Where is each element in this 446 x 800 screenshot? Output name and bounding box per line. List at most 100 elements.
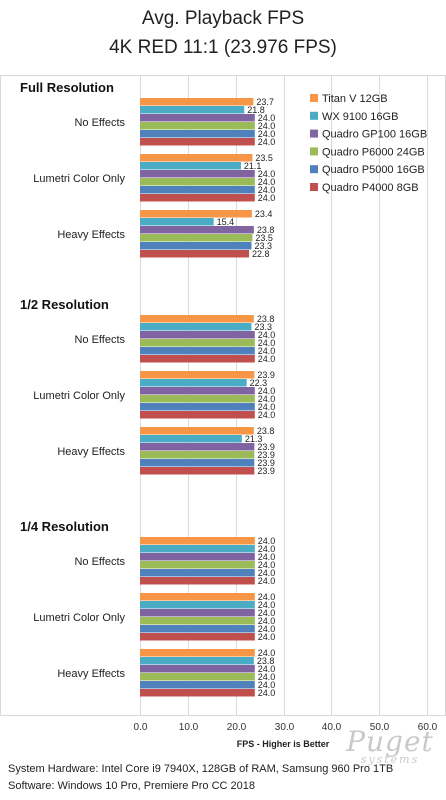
- data-label: 24.0: [258, 688, 276, 698]
- data-label: 24.0: [258, 632, 276, 642]
- bar: [140, 138, 255, 146]
- bar: [140, 194, 255, 202]
- data-label: 21.8: [247, 105, 265, 115]
- bar: [140, 665, 255, 673]
- bar: [140, 218, 214, 226]
- bar: [140, 617, 255, 625]
- x-tick-label: 20.0: [227, 722, 247, 733]
- data-label: 24.0: [258, 402, 276, 412]
- section-heading: 1/2 Resolution: [20, 297, 109, 312]
- data-label: 24.0: [258, 648, 276, 658]
- data-label: 24.0: [258, 113, 276, 123]
- bar: [140, 689, 255, 697]
- x-tick-label: 10.0: [179, 722, 199, 733]
- chart-subtitle: 4K RED 11:1 (23.976 FPS): [109, 37, 337, 58]
- bar: [140, 226, 254, 234]
- data-label: 24.0: [258, 600, 276, 610]
- legend-entry: WX 9100 16GB: [322, 111, 398, 123]
- data-label: 15.4: [217, 217, 235, 227]
- bar: [140, 122, 255, 130]
- data-label: 21.3: [245, 434, 263, 444]
- bar: [140, 106, 245, 114]
- data-label: 24.0: [258, 346, 276, 356]
- legend-entry: Quadro P5000 16GB: [322, 164, 425, 176]
- bar: [140, 649, 255, 657]
- legend-entry: Titan V 12GB: [322, 93, 388, 105]
- data-label: 24.0: [258, 129, 276, 139]
- data-label: 24.0: [258, 169, 276, 179]
- category-label: No Effects: [74, 556, 125, 568]
- bar: [140, 673, 255, 681]
- bar: [140, 601, 255, 609]
- data-label: 23.3: [254, 241, 272, 251]
- legend-entry: Quadro GP100 16GB: [322, 129, 427, 141]
- bar: [140, 242, 252, 250]
- data-label: 24.0: [258, 560, 276, 570]
- category-label: No Effects: [74, 334, 125, 346]
- data-label: 23.8: [257, 314, 275, 324]
- section-heading: Full Resolution: [20, 80, 114, 95]
- bar: [140, 331, 255, 339]
- x-tick-label: 60.0: [418, 722, 438, 733]
- bar: [140, 681, 255, 689]
- data-label: 22.8: [252, 249, 270, 259]
- category-label: Heavy Effects: [57, 446, 125, 458]
- bar: [140, 154, 253, 162]
- data-label: 23.9: [257, 458, 275, 468]
- bar: [140, 537, 255, 545]
- data-label: 24.0: [258, 121, 276, 131]
- bar: [140, 347, 255, 355]
- section-heading: 1/4 Resolution: [20, 519, 109, 534]
- legend-swatch: [310, 183, 318, 191]
- data-label: 22.3: [250, 378, 268, 388]
- footer-hardware: System Hardware: Intel Core i9 7940X, 12…: [8, 763, 394, 775]
- bar: [140, 323, 252, 331]
- data-label: 24.0: [258, 410, 276, 420]
- data-label: 24.0: [258, 576, 276, 586]
- data-label: 24.0: [258, 608, 276, 618]
- data-label: 23.8: [257, 426, 275, 436]
- category-label: Heavy Effects: [57, 229, 125, 241]
- x-tick-label: 0.0: [134, 722, 148, 733]
- data-label: 21.1: [244, 161, 262, 171]
- data-label: 24.0: [258, 536, 276, 546]
- data-label: 23.5: [255, 153, 273, 163]
- data-label: 23.9: [257, 370, 275, 380]
- data-label: 23.9: [257, 466, 275, 476]
- bar-chart: 0.0 10.0 20.0 30.0 40.0 50.0 60.0 FPS - Higher …: [0, 75, 446, 749]
- data-label: 24.0: [258, 330, 276, 340]
- bar: [140, 467, 255, 475]
- data-label: 23.8: [257, 225, 275, 235]
- bar: [140, 98, 254, 106]
- bar: [140, 657, 254, 665]
- data-label: 23.8: [257, 656, 275, 666]
- puget-systems-logo: Puget systems: [340, 725, 440, 766]
- data-label: 24.0: [258, 664, 276, 674]
- data-label: 24.0: [258, 193, 276, 203]
- bar: [140, 170, 255, 178]
- category-label: No Effects: [74, 117, 125, 129]
- data-label: 24.0: [258, 394, 276, 404]
- bar: [140, 459, 255, 467]
- category-label: Lumetri Color Only: [33, 612, 125, 624]
- data-label: 24.0: [258, 680, 276, 690]
- data-label: 24.0: [258, 544, 276, 554]
- data-label: 24.0: [258, 616, 276, 626]
- bar: [140, 210, 252, 218]
- footer-software: Software: Windows 10 Pro, Premiere Pro C…: [8, 780, 255, 792]
- bar: [140, 625, 255, 633]
- x-tick-label: 40.0: [322, 722, 342, 733]
- category-label: Heavy Effects: [57, 668, 125, 680]
- data-label: 23.9: [257, 442, 275, 452]
- data-label: 24.0: [258, 568, 276, 578]
- bar: [140, 250, 250, 258]
- data-label: 24.0: [258, 137, 276, 147]
- data-label: 24.0: [258, 386, 276, 396]
- bar: [140, 569, 255, 577]
- data-label: 24.0: [258, 624, 276, 634]
- bar: [140, 577, 255, 585]
- logo-wordmark: Puget: [346, 725, 434, 758]
- bar: [140, 130, 255, 138]
- category-label: Lumetri Color Only: [33, 173, 125, 185]
- legend-entry: Quadro P6000 24GB: [322, 146, 425, 158]
